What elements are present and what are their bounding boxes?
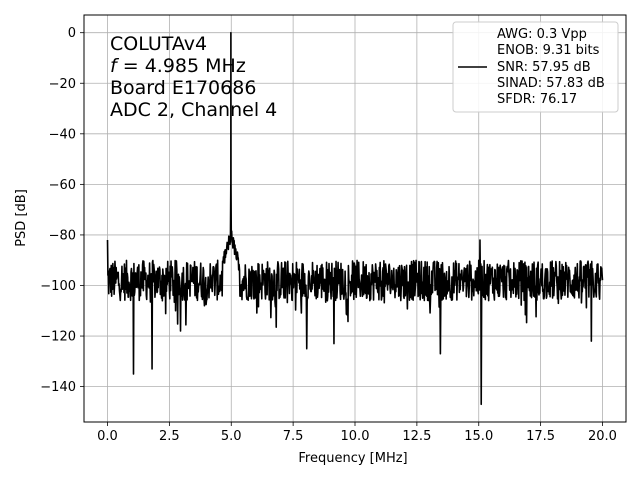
- y-axis-ticks: 0 −20 −40 −60 −80 −100 −120 −140: [40, 26, 84, 395]
- annotation-line-2: f = 4.985 MHz: [110, 55, 246, 77]
- plot-area: [106, 31, 604, 406]
- legend-line-1: AWG: 0.3 Vpp: [497, 27, 587, 42]
- legend-line-4: SINAD: 57.83 dB: [497, 76, 605, 91]
- x-tick-label: 7.5: [283, 429, 304, 444]
- x-tick-label: 10.0: [341, 429, 370, 444]
- annotation-line-3: Board E170686: [110, 77, 256, 99]
- x-axis-label: Frequency [MHz]: [298, 451, 407, 466]
- y-tick-label: −20: [49, 77, 76, 92]
- info-annotation: COLUTAv4 f = 4.985 MHz Board E170686 ADC…: [110, 33, 277, 121]
- annotation-frequency-value: = 4.985 MHz: [117, 55, 246, 77]
- y-tick-label: −120: [40, 330, 76, 345]
- legend-line-5: SFDR: 76.17: [497, 92, 577, 107]
- y-tick-label: −140: [40, 380, 76, 395]
- annotation-line-1: COLUTAv4: [110, 33, 207, 55]
- y-tick-label: −80: [49, 228, 76, 243]
- y-tick-label: −40: [49, 127, 76, 142]
- x-tick-label: 20.0: [588, 429, 617, 444]
- x-tick-label: 17.5: [526, 429, 555, 444]
- legend-box: [452, 21, 619, 113]
- x-tick-label: 5.0: [221, 429, 242, 444]
- y-tick-label: −100: [40, 279, 76, 294]
- legend-line-3: SNR: 57.95 dB: [497, 60, 591, 75]
- x-axis-ticks: 0.0 2.5 5.0 7.5 10.0 12.5 15.0 17.5 20.0: [97, 422, 617, 444]
- annotation-line-4: ADC 2, Channel 4: [110, 99, 277, 121]
- y-tick-label: −60: [49, 178, 76, 193]
- x-tick-label: 12.5: [402, 429, 431, 444]
- psd-series-line: [106, 31, 604, 406]
- legend-line-2: ENOB: 9.31 bits: [497, 43, 600, 58]
- legend: AWG: 0.3 Vpp ENOB: 9.31 bits SNR: 57.95 …: [452, 21, 619, 113]
- y-axis-label: PSD [dB]: [14, 189, 29, 247]
- x-tick-label: 2.5: [159, 429, 180, 444]
- annotation-frequency-symbol: f: [110, 55, 120, 77]
- x-tick-label: 0.0: [97, 429, 118, 444]
- y-tick-label: 0: [68, 26, 76, 41]
- x-tick-label: 15.0: [464, 429, 493, 444]
